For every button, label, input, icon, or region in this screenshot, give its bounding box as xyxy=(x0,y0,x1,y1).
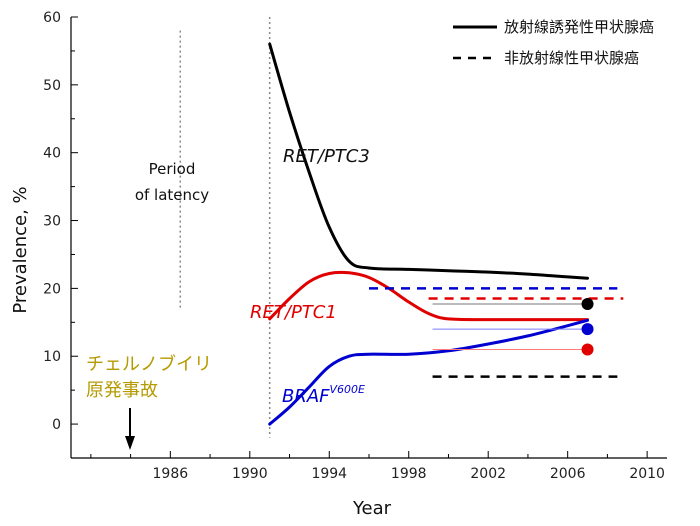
y-tick-label: 40 xyxy=(43,146,61,162)
y-tick-label: 50 xyxy=(43,78,61,94)
vertical-markers xyxy=(179,17,271,438)
x-tick-label: 2010 xyxy=(629,466,665,482)
x-tick-label: 1994 xyxy=(311,466,347,482)
end-point-ret-ptc1 xyxy=(581,343,594,356)
chernobyl-arrow xyxy=(125,408,135,450)
end-point-braf xyxy=(581,323,594,336)
axes: 0 10 20 30 40 50 60 1986 1990 1994 1998 2002 2006 201… xyxy=(43,10,667,482)
series-label-ret-ptc3: RET/PTC3 xyxy=(283,146,370,167)
series-label-braf: BRAFV600E xyxy=(282,383,365,407)
end-points xyxy=(432,297,594,356)
braf-label-superscript: V600E xyxy=(330,383,366,396)
x-axis-title: Year xyxy=(352,498,392,519)
series-line-ret-ptc1 xyxy=(268,270,589,322)
braf-label-main: BRAF xyxy=(282,386,330,407)
y-tick-label: 30 xyxy=(43,214,61,230)
y-axis-title: Prevalence, % xyxy=(10,186,31,313)
series-label-ret-ptc1: RET/PTC1 xyxy=(250,302,337,323)
legend-label-radiation: 放射線誘発性甲状腺癌 xyxy=(504,18,654,36)
x-tick-label: 2006 xyxy=(550,466,586,482)
x-tick-label: 1998 xyxy=(391,466,427,482)
y-tick-label: 0 xyxy=(52,417,61,433)
latency-annotation-line1: Period xyxy=(149,160,196,178)
x-tick-label: 1990 xyxy=(232,466,268,482)
y-tick-label: 60 xyxy=(43,10,61,26)
y-tick-label: 20 xyxy=(43,281,61,297)
latency-annotation-line2: of latency xyxy=(135,186,209,204)
series-line-braf xyxy=(268,318,589,426)
legend: 放射線誘発性甲状腺癌 非放射線性甲状腺癌 xyxy=(453,18,654,67)
x-tick-label: 2002 xyxy=(470,466,506,482)
series-line-ret-ptc3 xyxy=(268,42,589,280)
chernobyl-annotation-line1: チェルノブイリ xyxy=(86,353,212,375)
x-tick-label: 1986 xyxy=(153,466,189,482)
legend-label-non-radiation: 非放射線性甲状腺癌 xyxy=(504,49,639,67)
reference-lines xyxy=(369,287,624,378)
series-lines xyxy=(268,42,589,426)
end-point-ret-ptc3 xyxy=(581,297,594,310)
chernobyl-annotation-line2: 原発事故 xyxy=(86,380,158,401)
y-tick-label: 10 xyxy=(43,349,61,365)
